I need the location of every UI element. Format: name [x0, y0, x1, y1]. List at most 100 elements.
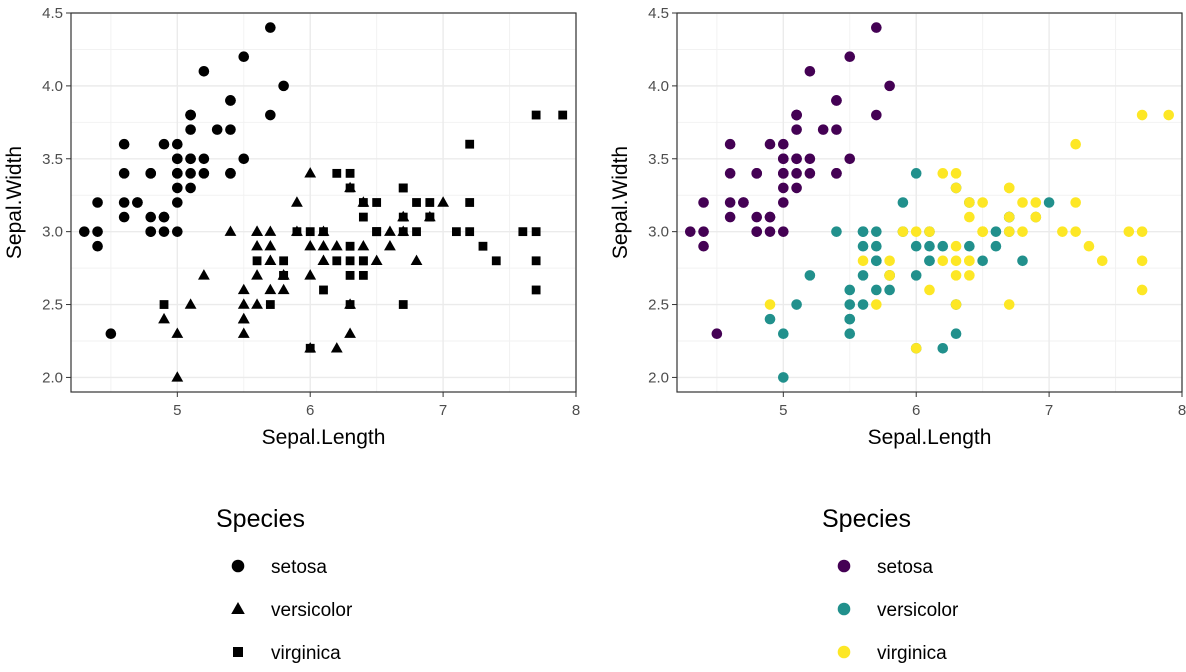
legend-symbol-virginica: [837, 645, 851, 659]
data-point-virginica: [964, 270, 975, 281]
legend-title: Species: [216, 505, 305, 533]
data-point-virginica: [924, 284, 935, 296]
data-point-setosa: [185, 182, 196, 194]
data-point-virginica: [1136, 226, 1148, 237]
data-point-virginica: [319, 227, 328, 237]
panel-border: [70, 12, 577, 393]
data-point-virginica: [950, 240, 962, 252]
x-axis-title: Sepal.Length: [868, 426, 992, 449]
data-point-versicolor: [924, 255, 935, 267]
series-virginica: [764, 109, 1175, 354]
data-point-setosa: [118, 138, 130, 150]
data-point-setosa: [172, 182, 183, 194]
data-point-setosa: [698, 197, 709, 208]
data-point-setosa: [817, 124, 829, 135]
y-tick-label: 4.0: [648, 78, 669, 95]
data-point-virginica: [305, 227, 315, 237]
data-point-virginica: [398, 227, 408, 237]
data-point-setosa: [684, 226, 696, 237]
data-point-versicolor: [264, 283, 277, 295]
data-point-setosa: [105, 328, 117, 339]
scatter-panel-1: 5 6 7 8 2.0 2.5 3.0 3.5 4.0 4.5 Sepal.Length Sepal.…: [3, 5, 580, 664]
data-point-virginica: [1123, 226, 1135, 237]
legend: Species setosa versicolor virginica: [216, 505, 353, 664]
data-point-setosa: [198, 153, 210, 165]
data-point-setosa: [92, 197, 103, 208]
legend-key-virginica: virginica: [233, 643, 341, 664]
data-point-versicolor: [764, 313, 776, 325]
data-point-versicolor: [264, 240, 277, 251]
data-point-versicolor: [857, 270, 869, 281]
x-axis-title: Sepal.Length: [262, 426, 386, 449]
data-point-virginica: [964, 197, 975, 208]
data-point-virginica: [531, 227, 541, 237]
data-point-setosa: [778, 226, 789, 237]
data-point-setosa: [751, 211, 763, 223]
legend-key-setosa: setosa: [231, 557, 327, 578]
data-point-setosa: [831, 168, 842, 179]
data-point-virginica: [345, 256, 355, 266]
data-point-virginica: [358, 212, 368, 222]
data-point-virginica: [884, 270, 895, 281]
legend-label-setosa: setosa: [877, 557, 933, 578]
x-tick-label: 7: [1045, 402, 1053, 419]
data-point-virginica: [1070, 138, 1081, 150]
data-point-virginica: [1003, 299, 1015, 310]
data-point-setosa: [238, 153, 250, 165]
data-point-setosa: [238, 51, 250, 63]
data-point-setosa: [804, 153, 816, 165]
data-point-setosa: [764, 138, 776, 150]
data-point-setosa: [185, 109, 196, 121]
data-point-versicolor: [884, 284, 895, 296]
data-point-versicolor: [977, 255, 988, 267]
data-point-versicolor: [237, 298, 250, 309]
data-point-virginica: [412, 227, 421, 237]
data-point-setosa: [884, 80, 895, 92]
data-point-virginica: [372, 198, 382, 207]
data-point-virginica: [332, 256, 342, 266]
data-point-setosa: [185, 153, 196, 165]
data-point-setosa: [791, 153, 802, 165]
data-point-versicolor: [910, 168, 922, 179]
data-point-setosa: [871, 109, 882, 121]
data-point-versicolor: [857, 299, 869, 310]
series-virginica: [159, 110, 568, 353]
data-point-setosa: [118, 168, 130, 179]
data-point-virginica: [531, 110, 541, 120]
data-point-virginica: [1030, 197, 1042, 208]
legend-label-virginica: virginica: [271, 643, 341, 664]
data-point-virginica: [950, 270, 962, 281]
data-point-setosa: [172, 226, 183, 237]
legend-label-virginica: virginica: [877, 643, 947, 664]
data-point-versicolor: [158, 312, 170, 324]
data-point-setosa: [118, 211, 130, 223]
data-point-setosa: [764, 211, 776, 223]
data-point-setosa: [698, 240, 709, 252]
series-setosa: [684, 22, 895, 339]
data-point-virginica: [358, 198, 368, 207]
data-point-virginica: [159, 300, 169, 309]
data-point-versicolor: [990, 226, 1002, 237]
data-point-setosa: [791, 168, 802, 179]
data-point-virginica: [924, 226, 935, 237]
data-point-virginica: [398, 212, 408, 222]
data-point-setosa: [145, 168, 157, 179]
data-point-virginica: [305, 343, 315, 353]
data-point-versicolor: [264, 225, 277, 236]
data-point-versicolor: [778, 372, 789, 383]
data-point-setosa: [78, 226, 90, 237]
data-point-setosa: [211, 124, 223, 135]
data-point-virginica: [871, 299, 882, 310]
data-point-virginica: [319, 285, 328, 295]
data-point-versicolor: [251, 225, 263, 236]
data-point-versicolor: [844, 284, 856, 296]
data-point-versicolor: [791, 299, 802, 310]
data-point-setosa: [778, 182, 789, 194]
data-point-setosa: [791, 124, 802, 135]
data-point-setosa: [172, 153, 183, 165]
data-point-virginica: [279, 256, 289, 266]
data-point-virginica: [332, 168, 342, 178]
y-tick-label: 2.0: [42, 369, 63, 386]
data-point-versicolor: [251, 240, 263, 251]
data-point-versicolor: [804, 270, 816, 281]
